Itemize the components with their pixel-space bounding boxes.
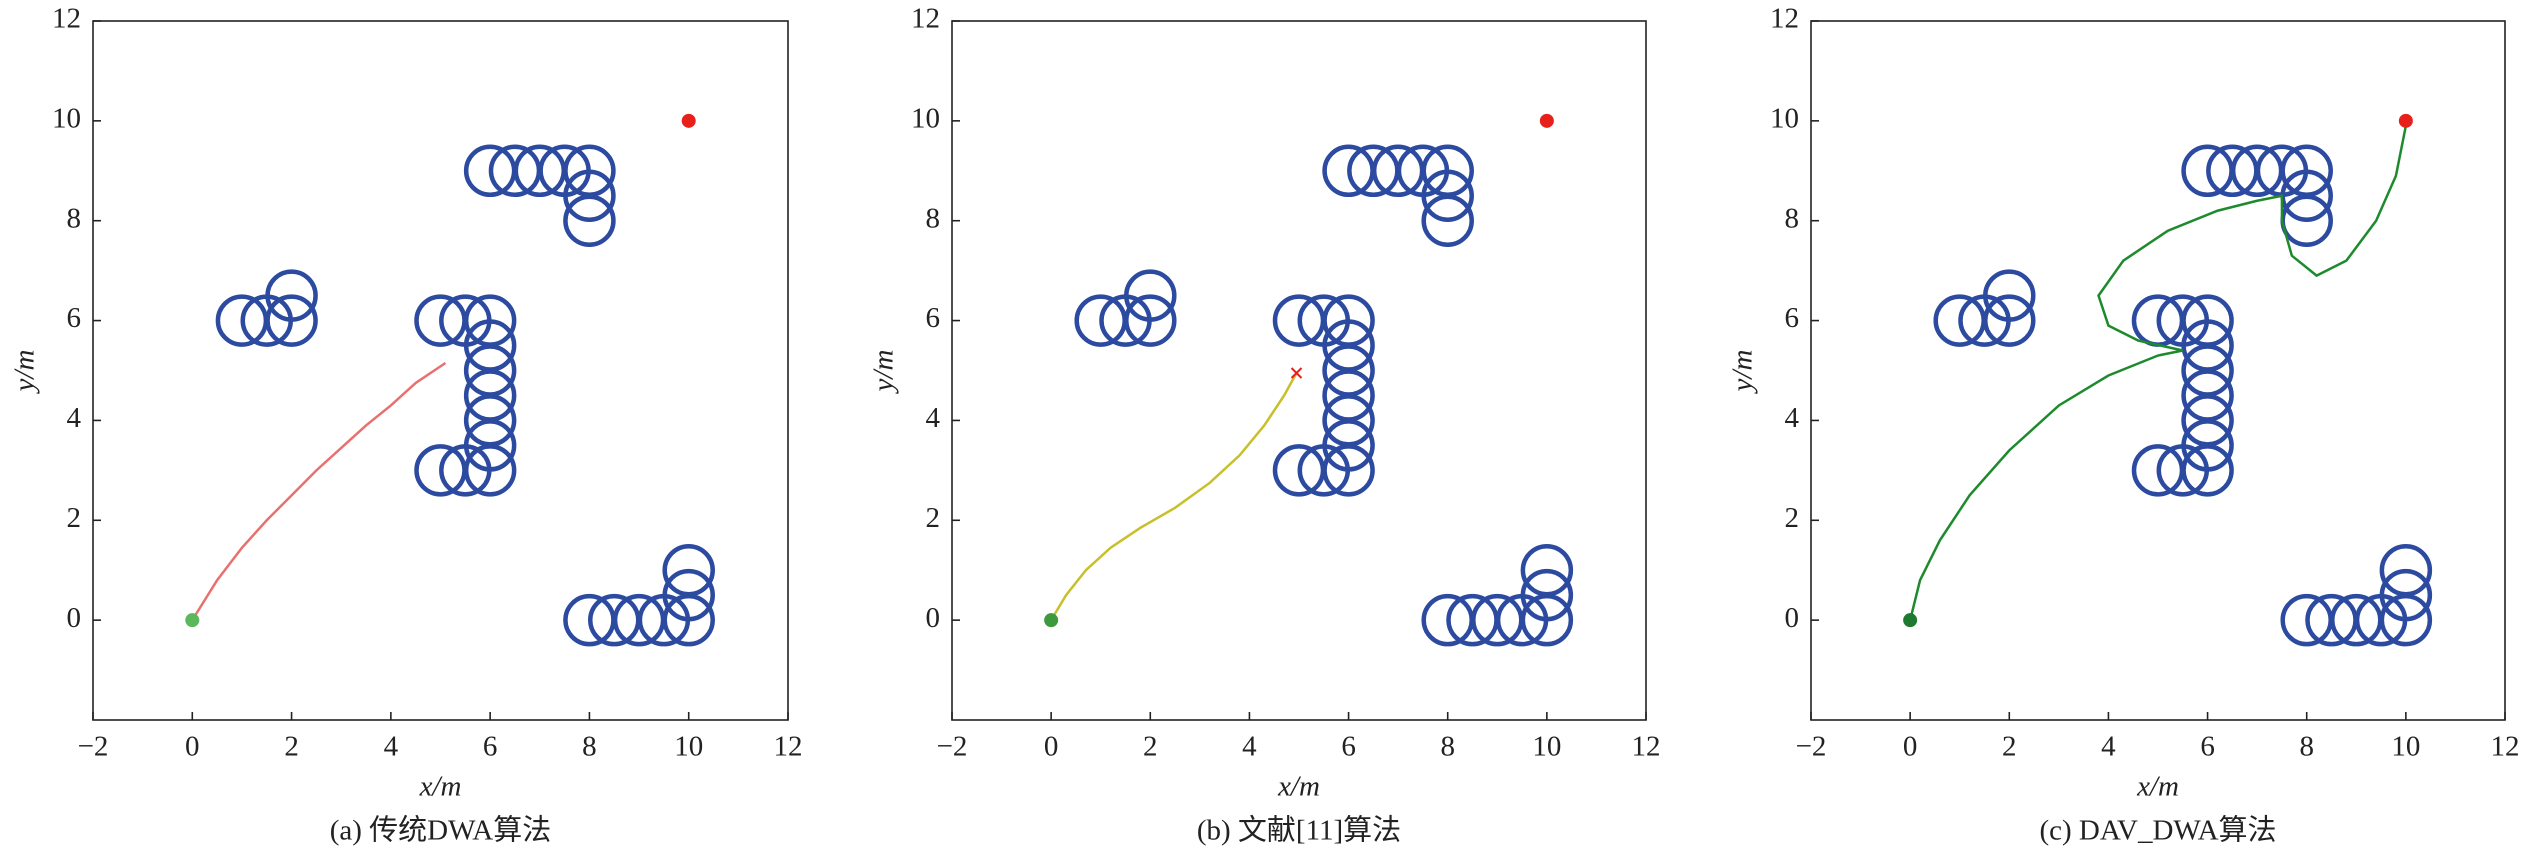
obstacle: [1520, 568, 1574, 622]
x-tick-label: 4: [2101, 731, 2116, 763]
marker-point: [1903, 613, 1918, 628]
y-tick-label: 10: [1770, 103, 1799, 135]
y-tick-label: 0: [67, 602, 82, 634]
plot-frame: [92, 20, 789, 721]
trajectory: [1908, 125, 2408, 621]
x-axis-label: x/m: [1277, 771, 1320, 803]
obstacle: [662, 543, 715, 597]
y-tick-label: 4: [67, 402, 82, 434]
obstacle: [1297, 444, 1351, 497]
y-tick-label: 0: [1785, 602, 1800, 634]
y-tick-label: 8: [1785, 202, 1800, 234]
y-tick-label: 12: [911, 3, 940, 35]
x-tick-label: 4: [1242, 731, 1257, 763]
x-axis-label: x/m: [2136, 771, 2179, 803]
trajectory: [1050, 372, 1298, 621]
obstacle: [1421, 169, 1474, 222]
trajectory: [191, 361, 447, 621]
obstacle: [563, 169, 616, 222]
obstacle: [265, 269, 318, 322]
x-tick-label: −2: [937, 731, 968, 763]
x-tick-label: 10: [674, 731, 703, 763]
marker-point: [681, 113, 696, 128]
x-tick-label: 6: [483, 731, 498, 763]
obstacle: [1421, 194, 1474, 247]
obstacle: [563, 194, 616, 247]
marker-point: [1539, 113, 1554, 128]
obstacle: [265, 294, 318, 347]
obstacle: [662, 568, 715, 622]
y-axis-label: y/m: [1727, 350, 1759, 395]
y-axis-label: y/m: [9, 350, 41, 395]
x-tick-label: 8: [582, 731, 597, 763]
x-tick-label: 2: [1143, 731, 1158, 763]
marker-point: [2398, 113, 2413, 128]
y-tick-label: 6: [67, 302, 82, 334]
obstacle: [1124, 269, 1177, 322]
y-tick-label: 6: [1785, 302, 1800, 334]
x-tick-label: 2: [2002, 731, 2017, 763]
obstacle: [1983, 269, 2036, 322]
y-axis-label: y/m: [868, 350, 900, 395]
y-tick-label: 4: [926, 402, 941, 434]
marker-point: [1044, 613, 1059, 628]
x-tick-label: 0: [185, 731, 200, 763]
x-tick-label: −2: [1796, 731, 1827, 763]
y-tick-label: 8: [67, 202, 82, 234]
x-tick-label: 8: [1440, 731, 1455, 763]
x-tick-label: 10: [2391, 731, 2420, 763]
y-tick-label: 10: [52, 103, 81, 135]
x-tick-label: 12: [2491, 731, 2520, 763]
obstacle: [1124, 294, 1177, 347]
x-tick-label: 12: [1632, 731, 1661, 763]
obstacle: [1272, 444, 1326, 497]
y-tick-label: 8: [926, 202, 941, 234]
x-tick-label: −2: [78, 731, 109, 763]
y-tick-label: 2: [1785, 502, 1800, 534]
y-tick-label: 0: [926, 602, 941, 634]
x-tick-label: 12: [774, 731, 803, 763]
x-tick-label: 0: [1044, 731, 1059, 763]
x-tick-label: 10: [1532, 731, 1561, 763]
x-tick-label: 8: [2299, 731, 2314, 763]
y-tick-label: 12: [1770, 3, 1799, 35]
y-tick-label: 6: [926, 302, 941, 334]
y-tick-label: 10: [911, 103, 940, 135]
obstacle: [414, 444, 467, 497]
obstacle: [2379, 568, 2433, 622]
y-tick-label: 2: [926, 502, 941, 534]
x-tick-label: 4: [384, 731, 399, 763]
caption: (a) 传统DWA算法: [330, 814, 551, 847]
y-tick-label: 4: [1785, 402, 1800, 434]
obstacle: [2131, 444, 2185, 497]
marker-point: [185, 613, 200, 628]
y-tick-label: 2: [67, 502, 82, 534]
x-tick-label: 0: [1903, 731, 1918, 763]
obstacle: [439, 444, 492, 497]
plot-frame: [951, 20, 1647, 721]
obstacle: [2379, 543, 2433, 597]
x-tick-label: 6: [1341, 731, 1356, 763]
caption: (c) DAV_DWA算法: [2039, 814, 2276, 847]
caption: (b) 文献[11]算法: [1197, 814, 1401, 847]
end-marker: [1290, 367, 1303, 379]
obstacle: [1520, 543, 1574, 597]
x-axis-label: x/m: [419, 771, 462, 803]
obstacle: [2156, 444, 2210, 497]
obstacle: [1983, 294, 2036, 347]
x-tick-label: 2: [284, 731, 299, 763]
y-tick-label: 12: [52, 3, 81, 35]
plot-frame: [1810, 20, 2506, 721]
x-tick-label: 6: [2200, 731, 2215, 763]
